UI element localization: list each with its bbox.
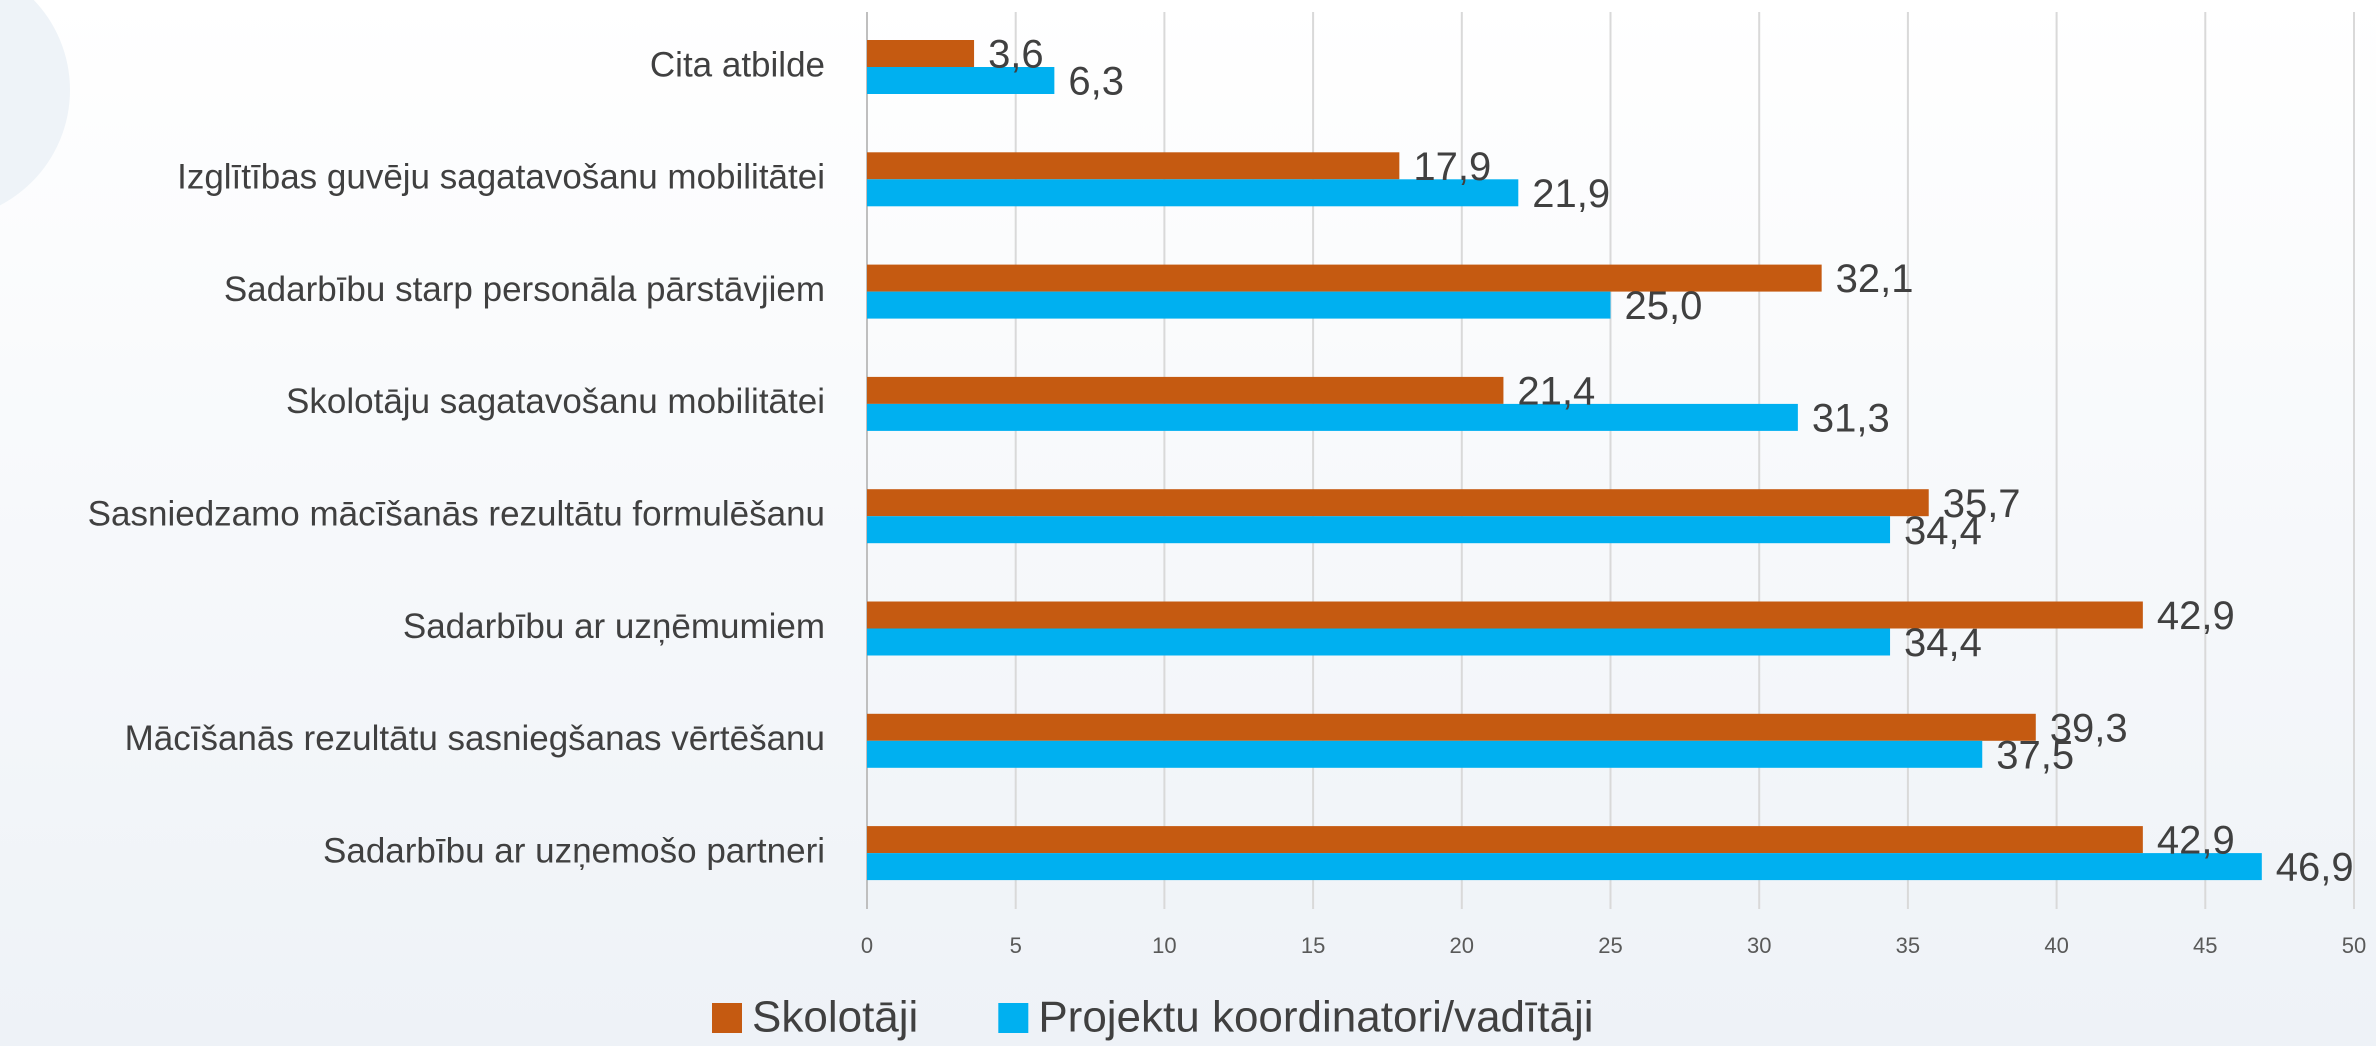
data-label: 25,0 [1625,284,1703,328]
bar [867,40,975,67]
x-tick-label: 50 [2342,933,2366,958]
x-tick-label: 40 [2044,933,2068,958]
data-label: 46,9 [2276,846,2354,890]
data-label: 31,3 [1812,396,1890,440]
bar [867,601,2143,629]
bar [867,179,1519,207]
bar [867,152,1400,180]
bar [867,628,1891,656]
data-label: 21,9 [1532,172,1610,216]
category-label: Sadarbību starp personāla pārstāvjiem [224,270,825,309]
data-label: 37,5 [1996,733,2074,777]
data-label: 3,6 [988,33,1044,77]
data-label: 6,3 [1068,60,1124,104]
data-label: 42,9 [2157,819,2235,863]
data-label: 39,3 [2050,706,2128,750]
x-tick-label: 0 [861,933,873,958]
legend-swatch [998,1003,1029,1033]
bar [867,516,1891,544]
bar [867,826,2143,854]
x-tick-label: 15 [1301,933,1325,958]
category-label: Sadarbību ar uzņemošo partneri [323,831,825,870]
data-label: 32,1 [1836,257,1914,301]
legend-label: Skolotāji [752,993,918,1042]
bar [867,713,2036,741]
category-label: Sasniedzamo mācīšanās rezultātu formulēš… [88,494,825,533]
category-label: Izglītības guvēju sagatavošanu mobilitāt… [177,158,825,197]
bar [867,853,2262,881]
data-label: 21,4 [1517,369,1595,413]
bar [867,264,1822,292]
data-label: 34,4 [1904,509,1982,553]
bar [867,489,1929,517]
category-label: Skolotāju sagatavošanu mobilitātei [286,382,825,421]
bar [867,376,1504,404]
category-label: Cita atbilde [650,45,825,84]
bar [867,67,1055,94]
bar [867,291,1611,319]
x-tick-label: 30 [1747,933,1771,958]
x-tick-label: 5 [1010,933,1022,958]
x-tick-label: 35 [1896,933,1920,958]
data-label: 42,9 [2157,594,2235,638]
category-label: Mācīšanās rezultātu sasniegšanas vērtēša… [125,719,825,758]
bar [867,740,1983,768]
x-tick-label: 45 [2193,933,2217,958]
category-label: Sadarbību ar uzņēmumiem [403,607,825,646]
x-tick-label: 20 [1450,933,1474,958]
legend-label: Projektu koordinatori/vadītāji [1038,993,1593,1042]
bar [867,403,1798,431]
legend-swatch [712,1003,742,1033]
data-label: 17,9 [1413,145,1491,189]
decoration [0,0,70,206]
x-tick-label: 10 [1152,933,1176,958]
data-label: 35,7 [1943,482,2021,526]
data-label: 34,4 [1904,621,1982,665]
x-tick-label: 25 [1598,933,1622,958]
